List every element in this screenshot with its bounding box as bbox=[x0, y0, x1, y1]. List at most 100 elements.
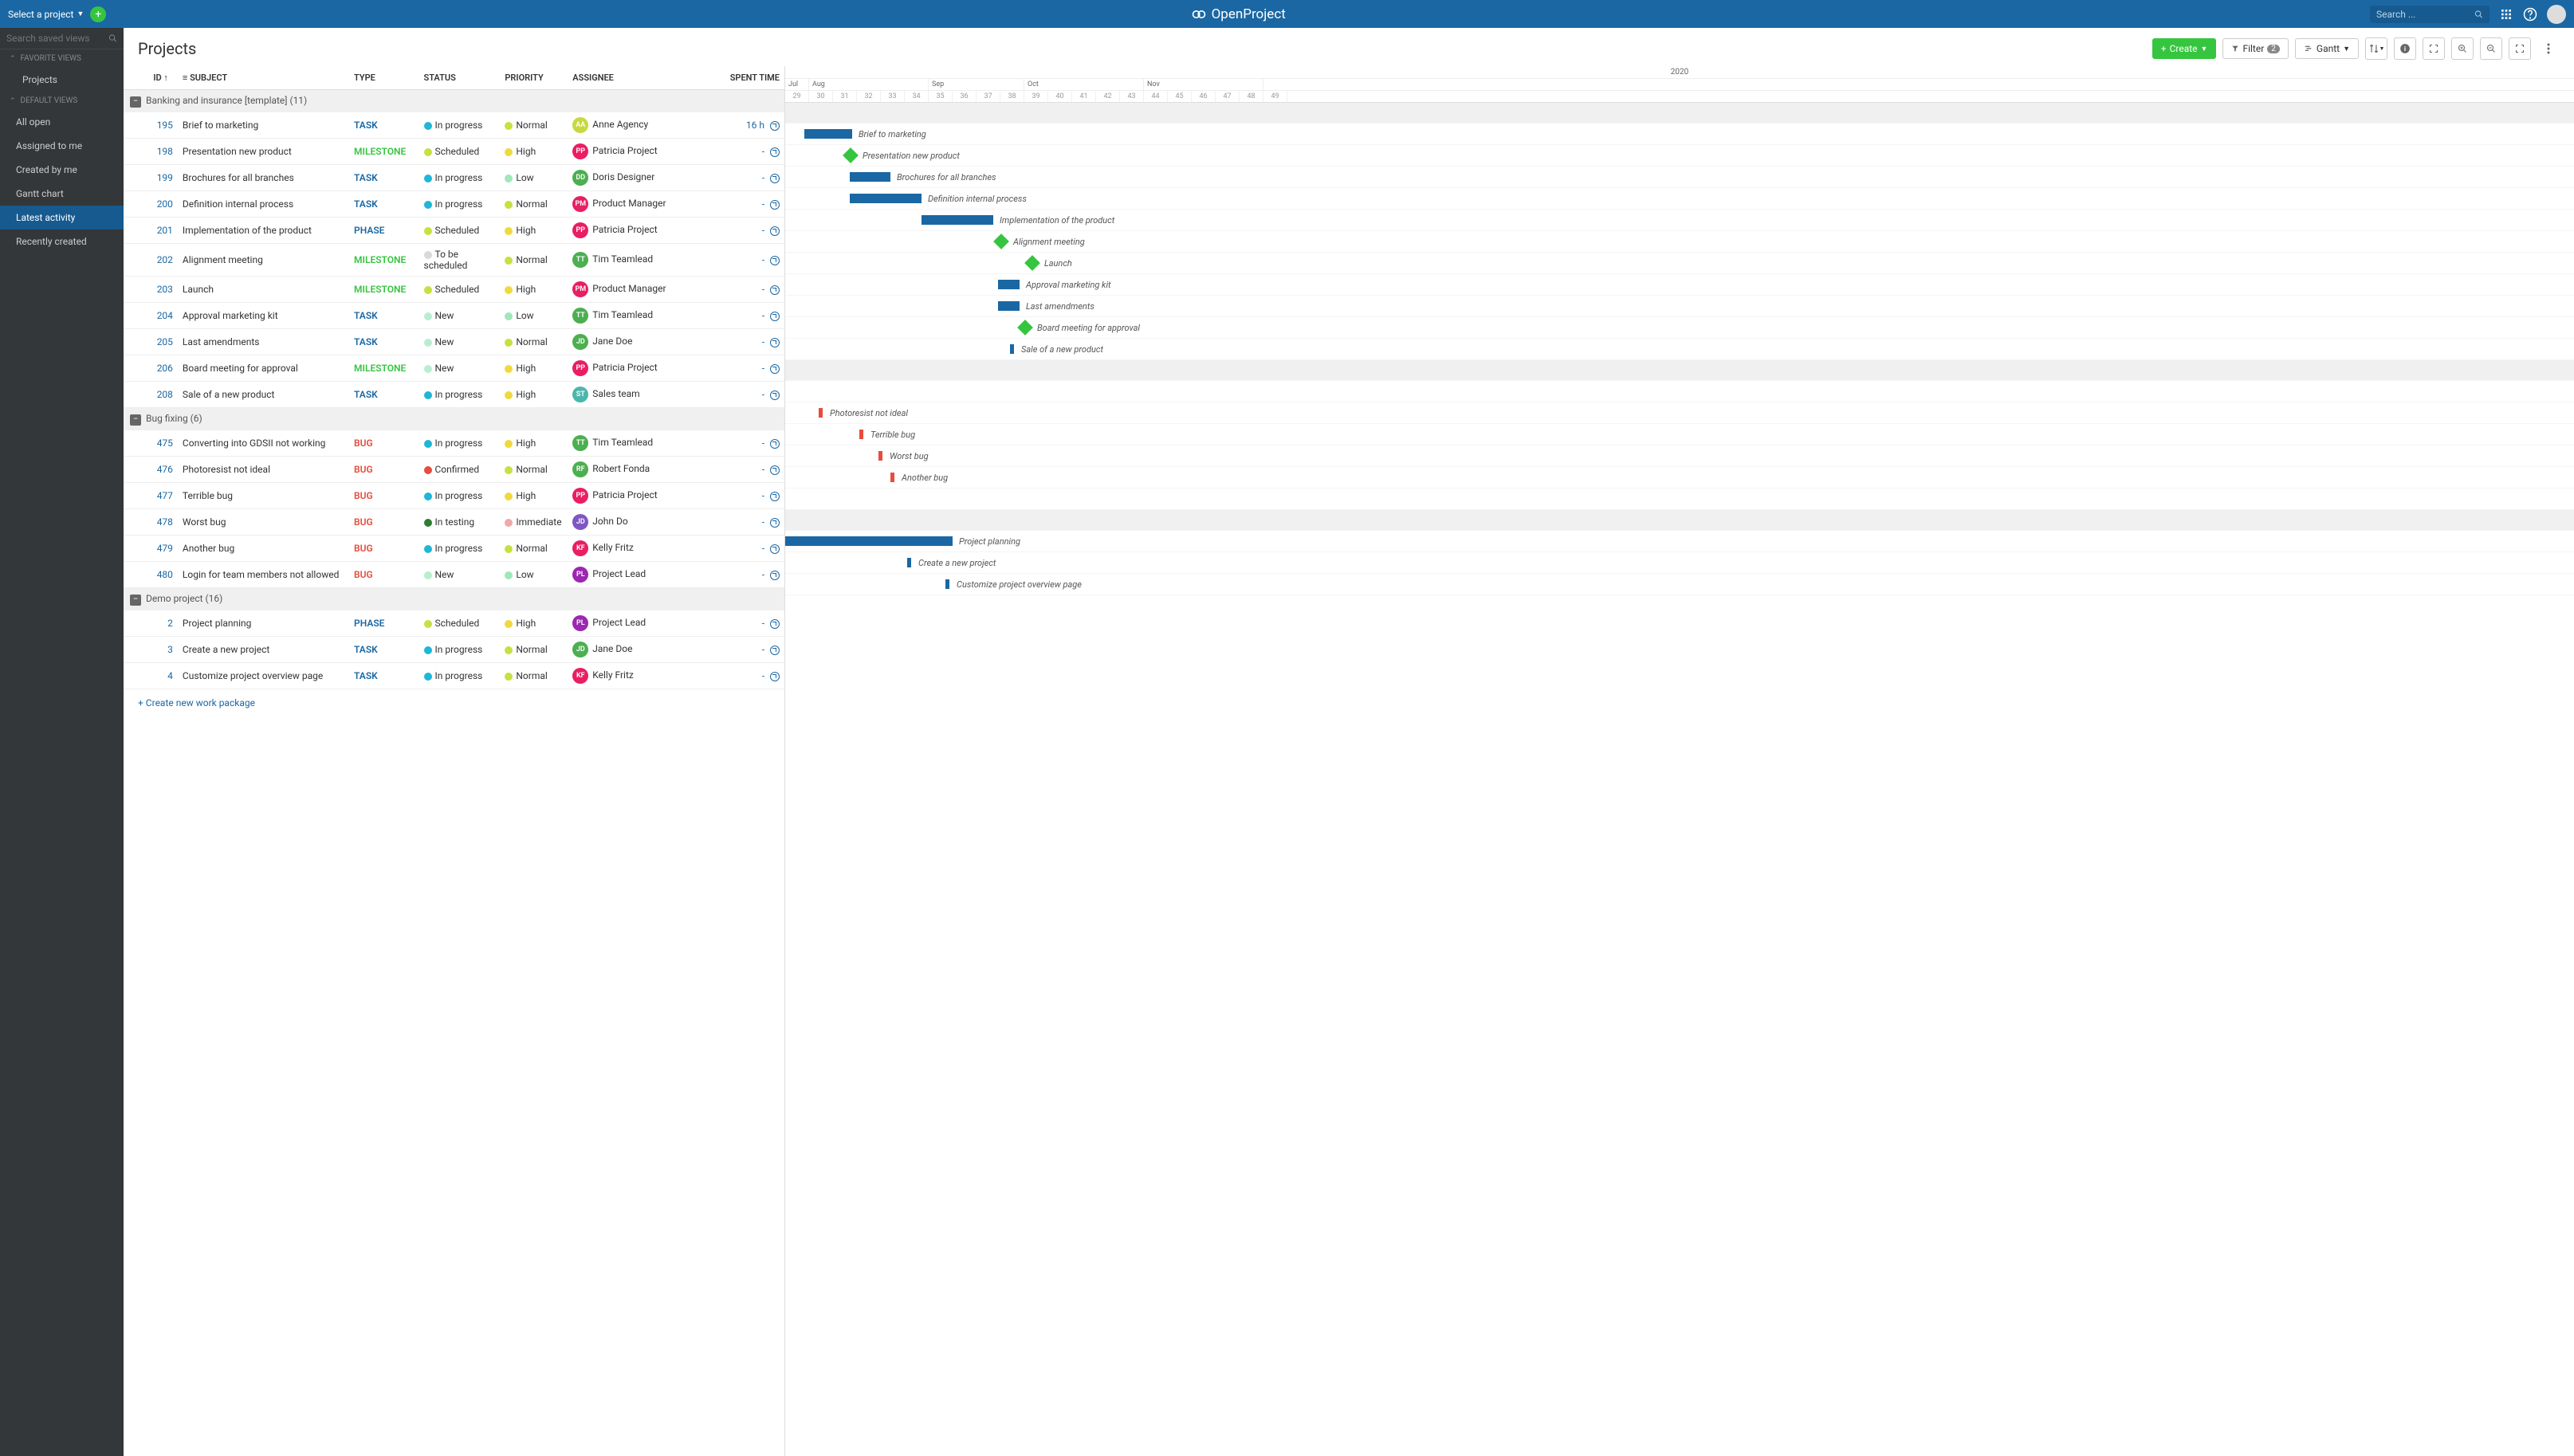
gantt-row: Worst bug bbox=[785, 445, 2574, 467]
zoom-out-button[interactable] bbox=[2480, 37, 2502, 60]
gantt-header: 2020 JulAugSepOctNov 2930313233343536373… bbox=[785, 66, 2574, 103]
logo-icon bbox=[1191, 6, 1207, 22]
filter-icon bbox=[2231, 45, 2239, 53]
table-row[interactable]: 3Create a new projectTASKIn progressNorm… bbox=[124, 637, 784, 663]
gantt-row: Create a new project bbox=[785, 552, 2574, 574]
sidebar-item[interactable]: Projects bbox=[0, 68, 124, 92]
sidebar-item[interactable]: Created by me bbox=[0, 158, 124, 182]
gantt-row: Presentation new product bbox=[785, 145, 2574, 167]
gantt-row: Definition internal process bbox=[785, 188, 2574, 210]
gantt-toggle[interactable]: Gantt▼ bbox=[2295, 38, 2359, 59]
search-icon bbox=[108, 33, 117, 43]
gantt-icon bbox=[2304, 45, 2313, 53]
global-search[interactable] bbox=[2370, 6, 2490, 23]
table-pane: ID ↑ ≡ SUBJECT TYPE STATUS PRIORITY ASSI… bbox=[124, 66, 785, 1456]
col-status[interactable]: STATUS bbox=[419, 66, 501, 90]
sidebar-search[interactable] bbox=[0, 28, 124, 49]
table-row[interactable]: 206Board meeting for approvalMILESTONENe… bbox=[124, 355, 784, 382]
table-row[interactable]: 208Sale of a new productTASKIn progressH… bbox=[124, 382, 784, 408]
info-button[interactable]: i bbox=[2394, 37, 2416, 60]
gantt-row: Brief to marketing bbox=[785, 124, 2574, 145]
search-input[interactable] bbox=[2376, 9, 2474, 20]
svg-text:i: i bbox=[2404, 45, 2406, 53]
table-row[interactable]: 198Presentation new productMILESTONESche… bbox=[124, 139, 784, 165]
create-work-package-link[interactable]: + Create new work package bbox=[124, 689, 784, 716]
sort-icon bbox=[2368, 43, 2379, 54]
col-id[interactable]: ID ↑ bbox=[124, 66, 178, 90]
gantt-year: 2020 bbox=[785, 66, 2574, 79]
gantt-row bbox=[785, 381, 2574, 402]
gantt-row: Another bug bbox=[785, 467, 2574, 489]
info-icon: i bbox=[2399, 43, 2411, 54]
gantt-row: Customize project overview page bbox=[785, 574, 2574, 595]
favorite-views-header[interactable]: ⌃FAVORITE VIEWS bbox=[0, 49, 124, 68]
gantt-row: Photoresist not ideal bbox=[785, 402, 2574, 424]
table-row[interactable]: 476Photoresist not idealBUGConfirmedNorm… bbox=[124, 457, 784, 483]
toolbar: Projects + Create ▼ Filter2 Gantt▼ ▼ i bbox=[124, 28, 2574, 66]
gantt-row: Approval marketing kit bbox=[785, 274, 2574, 296]
col-spent[interactable]: SPENT TIME bbox=[703, 66, 784, 90]
sidebar-item[interactable]: Assigned to me bbox=[0, 134, 124, 158]
help-icon[interactable] bbox=[2523, 7, 2537, 22]
project-selector[interactable]: Select a project▼ bbox=[8, 9, 84, 20]
table-row[interactable]: 200Definition internal processTASKIn pro… bbox=[124, 191, 784, 218]
gantt-row: Project planning bbox=[785, 531, 2574, 552]
gantt-row: Implementation of the product bbox=[785, 210, 2574, 231]
page-title: Projects bbox=[138, 39, 196, 58]
gantt-row: Launch bbox=[785, 253, 2574, 274]
add-project-button[interactable]: + bbox=[90, 6, 106, 22]
sidebar-item[interactable]: All open bbox=[0, 110, 124, 134]
apps-icon[interactable] bbox=[2499, 7, 2513, 22]
fit-button[interactable] bbox=[2509, 37, 2531, 60]
zoom-in-button[interactable] bbox=[2451, 37, 2474, 60]
sidebar-search-input[interactable] bbox=[6, 33, 108, 44]
app-logo: OpenProject bbox=[106, 6, 2370, 22]
gantt-row: Brochures for all branches bbox=[785, 167, 2574, 188]
zoom-in-icon bbox=[2458, 44, 2467, 53]
gantt-row bbox=[785, 489, 2574, 510]
gantt-row: Last amendments bbox=[785, 296, 2574, 317]
filter-button[interactable]: Filter2 bbox=[2222, 38, 2288, 59]
work-package-table: ID ↑ ≡ SUBJECT TYPE STATUS PRIORITY ASSI… bbox=[124, 66, 784, 689]
group-row[interactable]: −Demo project (16) bbox=[124, 588, 784, 611]
table-row[interactable]: 2Project planningPHASEScheduledHighPLPro… bbox=[124, 610, 784, 637]
group-row[interactable]: −Bug fixing (6) bbox=[124, 408, 784, 431]
table-row[interactable]: 205Last amendmentsTASKNewNormalJDJane Do… bbox=[124, 329, 784, 355]
more-button[interactable] bbox=[2537, 37, 2560, 60]
gantt-row: Board meeting for approval bbox=[785, 317, 2574, 339]
user-avatar[interactable] bbox=[2547, 5, 2566, 24]
table-row[interactable]: 204Approval marketing kitTASKNewLowTTTim… bbox=[124, 303, 784, 329]
sidebar-item[interactable]: Gantt chart bbox=[0, 182, 124, 206]
col-priority[interactable]: PRIORITY bbox=[500, 66, 568, 90]
table-row[interactable]: 203LaunchMILESTONEScheduledHighPMProduct… bbox=[124, 277, 784, 303]
table-row[interactable]: 475Converting into GDSII not workingBUGI… bbox=[124, 430, 784, 457]
table-row[interactable]: 477Terrible bugBUGIn progressHighPPPatri… bbox=[124, 483, 784, 509]
table-row[interactable]: 480Login for team members not allowedBUG… bbox=[124, 562, 784, 588]
sidebar-item[interactable]: Latest activity bbox=[0, 206, 124, 230]
gantt-row: Terrible bug bbox=[785, 424, 2574, 445]
expand-icon bbox=[2429, 44, 2438, 53]
search-icon bbox=[2474, 10, 2483, 19]
fullscreen-button[interactable] bbox=[2423, 37, 2445, 60]
table-row[interactable]: 201Implementation of the productPHASESch… bbox=[124, 218, 784, 244]
table-row[interactable]: 202Alignment meetingMILESTONETo be sched… bbox=[124, 244, 784, 277]
settings-button[interactable]: ▼ bbox=[2365, 37, 2387, 60]
gantt-row: Sale of a new product bbox=[785, 339, 2574, 360]
col-type[interactable]: TYPE bbox=[349, 66, 419, 90]
table-row[interactable]: 195Brief to marketingTASKIn progressNorm… bbox=[124, 112, 784, 139]
create-button[interactable]: + Create ▼ bbox=[2152, 38, 2217, 59]
table-row[interactable]: 4Customize project overview pageTASKIn p… bbox=[124, 663, 784, 689]
table-row[interactable]: 478Worst bugBUGIn testingImmediateJDJohn… bbox=[124, 509, 784, 536]
gantt-row: Alignment meeting bbox=[785, 231, 2574, 253]
more-icon bbox=[2547, 43, 2550, 54]
table-row[interactable]: 479Another bugBUGIn progressNormalKFKell… bbox=[124, 536, 784, 562]
group-row[interactable]: −Banking and insurance [template] (11) bbox=[124, 90, 784, 113]
col-subject[interactable]: ≡ SUBJECT bbox=[178, 66, 349, 90]
gantt-pane[interactable]: 2020 JulAugSepOctNov 2930313233343536373… bbox=[785, 66, 2574, 1456]
table-row[interactable]: 199Brochures for all branchesTASKIn prog… bbox=[124, 165, 784, 191]
sidebar-item[interactable]: Recently created bbox=[0, 230, 124, 253]
zoom-out-icon bbox=[2486, 44, 2496, 53]
col-assignee[interactable]: ASSIGNEE bbox=[568, 66, 703, 90]
fit-icon bbox=[2515, 44, 2525, 53]
default-views-header[interactable]: ⌃DEFAULT VIEWS bbox=[0, 92, 124, 110]
